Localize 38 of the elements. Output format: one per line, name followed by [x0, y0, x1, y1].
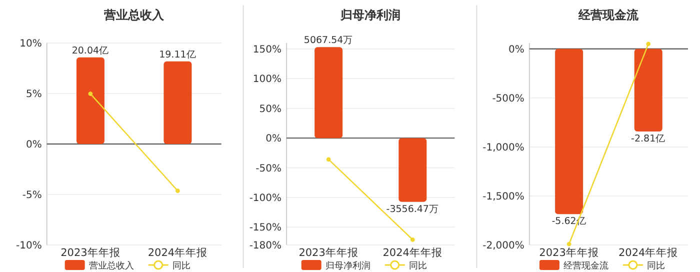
x-tick-label: 2023年年报 [298, 247, 358, 259]
y-tick-label: -1,500% [482, 191, 524, 202]
y-tick-label: -10% [16, 240, 42, 252]
y-tick-label: 50% [259, 104, 282, 115]
y-tick-label: 150% [252, 44, 282, 56]
data-label: 20.04亿 [72, 45, 110, 56]
y-tick-label: -50% [256, 163, 282, 174]
x-tick-label: 2023年年报 [60, 247, 120, 259]
data-label: -3556.47万 [386, 204, 439, 215]
y-tick-label: -5% [22, 190, 42, 201]
x-tick-label: 2024年年报 [618, 247, 678, 259]
legend-label: 经营现金流 [563, 260, 608, 272]
chart-title: 归母净利润 [340, 8, 401, 22]
y-tick-label: -150% [249, 222, 282, 234]
data-label: -2.81亿 [631, 134, 666, 145]
y-tick-label: 10% [20, 38, 42, 50]
y-tick-label: 0% [508, 44, 524, 56]
y-tick-label: -500% [492, 93, 524, 104]
data-label: 19.11亿 [159, 49, 196, 60]
x-tick-label: 2024年年报 [148, 247, 208, 259]
y-tick-label: 0% [26, 140, 42, 150]
y-tick-label: 5% [26, 89, 42, 100]
legend-label: 同比 [646, 260, 665, 272]
chart-title: 营业总收入 [103, 8, 166, 22]
y-tick-label: -100% [249, 192, 282, 204]
y-tick-label: -2,000% [482, 240, 524, 252]
chart-title: 经营现金流 [578, 8, 640, 22]
legend-label: 同比 [172, 260, 190, 272]
y-tick-label: -180% [249, 240, 282, 252]
legend-label: 营业总收入 [88, 260, 134, 272]
y-tick-label: 0% [266, 134, 282, 145]
data-label: 5067.54万 [304, 35, 354, 46]
legend-label: 归母净利润 [325, 260, 370, 272]
legend-label: 同比 [408, 260, 427, 272]
x-tick-label: 2023年年报 [539, 247, 599, 259]
x-tick-label: 2024年年报 [382, 247, 442, 259]
y-tick-label: 100% [252, 74, 282, 86]
y-tick-label: -1,000% [482, 142, 524, 154]
